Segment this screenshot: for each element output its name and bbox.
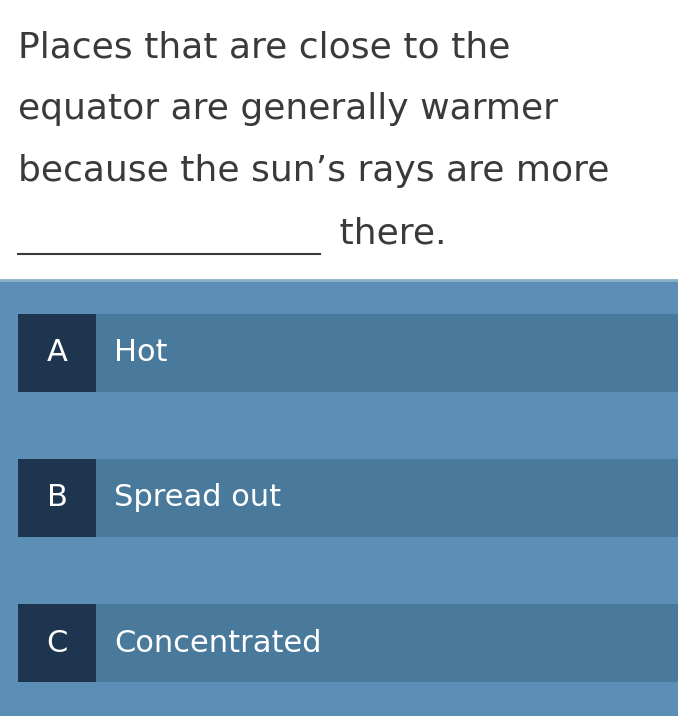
Text: Places that are close to the: Places that are close to the <box>18 30 511 64</box>
Bar <box>18 604 96 682</box>
Text: A: A <box>47 338 67 367</box>
Bar <box>18 314 96 392</box>
Text: B: B <box>47 483 67 513</box>
Bar <box>0 280 678 716</box>
Text: C: C <box>46 629 68 658</box>
Bar <box>0 0 678 280</box>
Text: Concentrated: Concentrated <box>114 629 321 658</box>
Text: Spread out: Spread out <box>114 483 281 513</box>
Bar <box>18 604 678 682</box>
Text: Hot: Hot <box>114 338 167 367</box>
Bar <box>18 314 678 392</box>
Bar <box>18 459 678 537</box>
Text: there.: there. <box>328 216 447 250</box>
Bar <box>18 459 96 537</box>
Text: because the sun’s rays are more: because the sun’s rays are more <box>18 154 610 188</box>
Text: equator are generally warmer: equator are generally warmer <box>18 92 558 126</box>
